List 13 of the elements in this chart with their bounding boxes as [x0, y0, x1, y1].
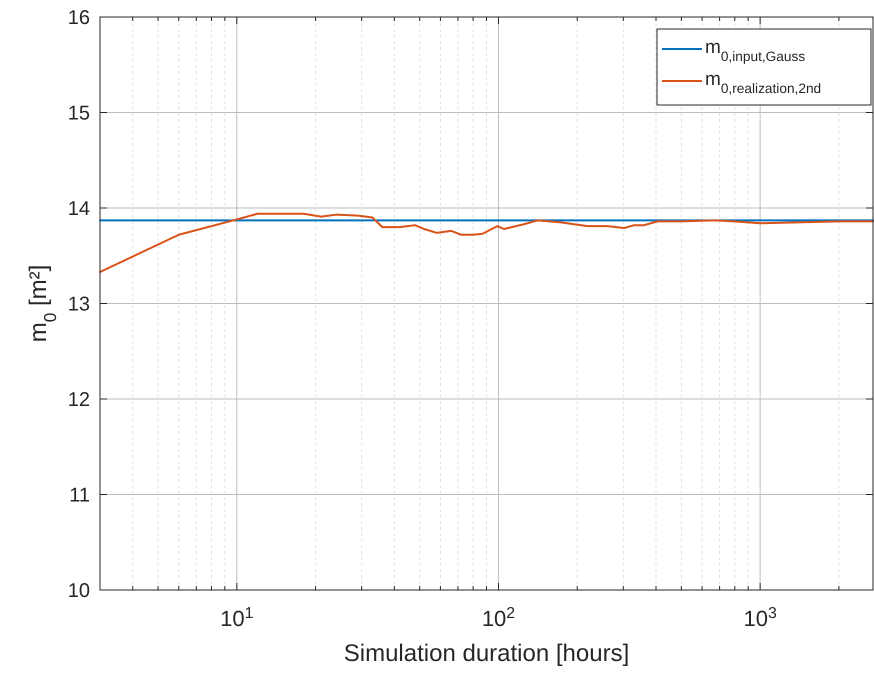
y-tick-label: 11: [69, 484, 90, 506]
x-tick-label: 10$^{1}$: [220, 604, 254, 631]
legend-label: m$_{0,realization,2nd}$: [705, 69, 822, 96]
y-tick-label: 13: [68, 294, 90, 316]
x-axis-title: Simulation duration [hours]: [344, 640, 630, 667]
x-tick-label: 10$^{3}$: [743, 604, 777, 631]
y-tick-label: 15: [68, 102, 90, 124]
legend-label: m$_{0,input,Gauss}$: [705, 37, 806, 64]
y-tick-label: 12: [68, 389, 90, 411]
y-tick-label: 14: [68, 198, 90, 220]
y-tick-label: 16: [68, 7, 90, 29]
x-tick-label: 10$^{2}$: [482, 604, 516, 631]
y-tick-label: 10: [68, 580, 90, 602]
